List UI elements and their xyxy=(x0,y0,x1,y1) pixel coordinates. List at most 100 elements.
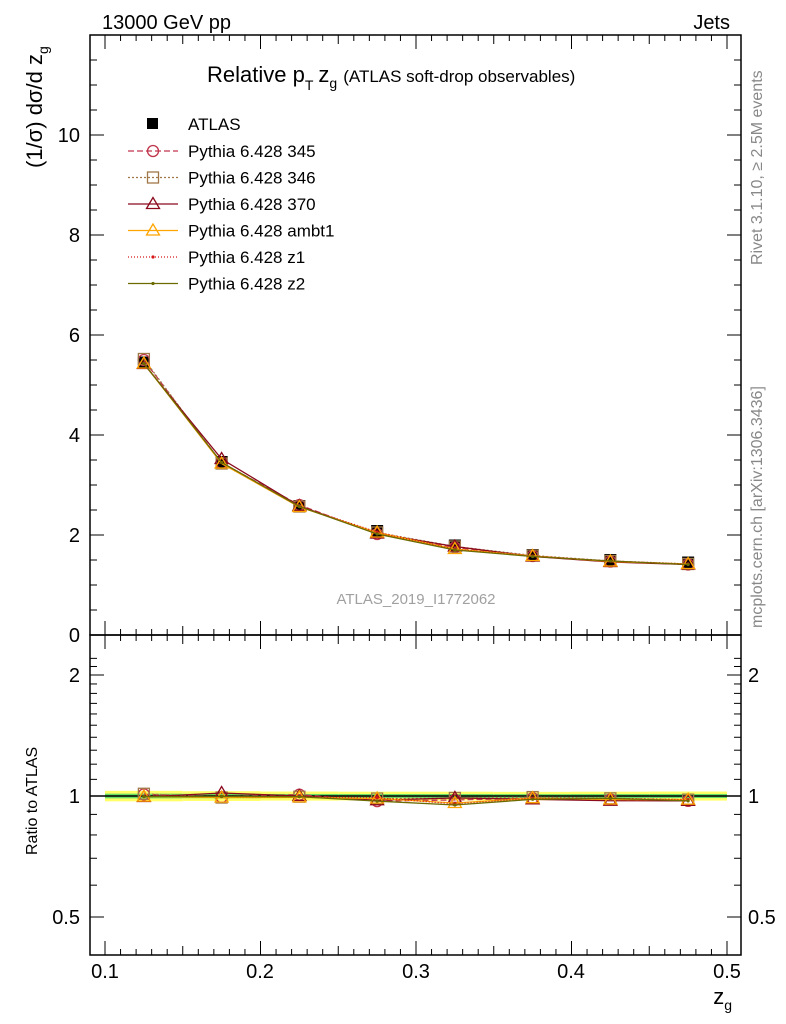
legend-marker-atlas xyxy=(147,118,158,129)
ratio-point-pythia-6-428-z2 xyxy=(686,799,690,803)
title-var-sub: g xyxy=(329,75,337,91)
ratio-point-pythia-6-428-z2 xyxy=(453,803,457,807)
y-ticks-main xyxy=(90,34,741,636)
ratio-point-pythia-6-428-ambt1 xyxy=(447,795,463,809)
ratio-point-pythia-6-428-z2 xyxy=(531,797,535,801)
legend-entry-pythia-6-428-345: Pythia 6.428 345 xyxy=(128,142,316,161)
series-point-pythia-6-428-ambt1 xyxy=(447,541,463,555)
ratio-tick-label: 1 xyxy=(748,786,759,808)
ratio-tick-label: 0.5 xyxy=(748,907,776,929)
ratio-point-pythia-6-428-370 xyxy=(291,788,308,802)
series-point-pythia-6-428-z2 xyxy=(686,562,690,567)
x-tick-label: 0.3 xyxy=(402,961,430,983)
y-ticks-ratio xyxy=(90,657,741,918)
x-tick-label: 0.5 xyxy=(713,961,741,983)
legend-label: Pythia 6.428 370 xyxy=(188,195,316,214)
y-axis-label: (1/σ) dσ/d zg xyxy=(22,46,51,168)
legend-label: Pythia 6.428 z2 xyxy=(188,275,305,294)
header-right: Jets xyxy=(693,12,730,34)
legend-marker xyxy=(146,171,160,184)
ratio-point-pythia-6-428-ambt1 xyxy=(524,790,541,804)
ratio-point-pythia-6-428-z2 xyxy=(220,794,224,799)
x-axis-label-sub: g xyxy=(724,997,732,1013)
y-tick-label: 0 xyxy=(69,625,80,647)
legend-entry-pythia-6-428-z1: Pythia 6.428 z1 xyxy=(128,248,305,267)
mcplots-label: mcplots.cern.ch [arXiv:1306.3436] xyxy=(749,386,766,628)
ratio-line-pythia-6-428-ambt1 xyxy=(143,795,689,804)
ratio-point-pythia-6-428-z2 xyxy=(142,795,146,799)
ratio-line-pythia-6-428-370 xyxy=(143,792,689,802)
legend-label: Pythia 6.428 z1 xyxy=(188,248,305,267)
y-axis-label-main: (1/σ) dσ/d z xyxy=(22,54,47,168)
x-ticks-main xyxy=(104,35,728,635)
y-tick-label: 8 xyxy=(69,225,80,247)
ratio-point-pythia-6-428-ambt1 xyxy=(136,788,152,802)
series-point-pythia-6-428-z2 xyxy=(453,548,457,552)
legend-entry-pythia-6-428-z2: Pythia 6.428 z2 xyxy=(128,275,305,294)
x-axis-label-base: z xyxy=(713,984,724,1009)
x-tick-labels: 0.1 0.2 0.3 0.4 0.5 xyxy=(91,961,741,983)
legend-entry-pythia-6-428-ambt1: Pythia 6.428 ambt1 xyxy=(128,222,334,241)
series-main xyxy=(136,352,696,571)
series-point-pythia-6-428-z2 xyxy=(220,460,224,465)
y-axis-label-sub: g xyxy=(35,46,51,54)
legend-label: Pythia 6.428 346 xyxy=(188,169,316,188)
legend-marker xyxy=(146,144,160,158)
legend-entry-atlas: ATLAS xyxy=(147,115,241,134)
y-tick-label: 2 xyxy=(69,525,80,547)
ratio-tick-label: 0.5 xyxy=(52,907,80,929)
series-point-pythia-6-428-ambt1 xyxy=(680,556,696,570)
legend-marker xyxy=(151,255,155,259)
plot-title: Relative pT zg (ATLAS soft-drop observable… xyxy=(207,62,575,93)
legend-label: ATLAS xyxy=(188,115,241,134)
series-point-pythia-6-428-z2 xyxy=(142,361,146,366)
series-point-pythia-6-428-z2 xyxy=(297,504,301,509)
legend-marker xyxy=(145,196,161,210)
series-point-pythia-6-428-ambt1 xyxy=(291,499,308,513)
series-line-pythia-6-428-z2 xyxy=(143,363,689,566)
header-left: 13000 GeV pp xyxy=(102,12,231,34)
series-point-pythia-6-428-z2 xyxy=(608,559,612,563)
ratio-line-pythia-6-428-z2 xyxy=(143,795,689,806)
ratio-point-pythia-6-428-z2 xyxy=(608,796,612,800)
legend-series: Pythia 6.428 345 Pythia 6.428 346 Pythia 6… xyxy=(128,142,334,294)
series-ratio xyxy=(136,785,696,809)
y-tick-labels-main: 0 2 4 6 8 10 xyxy=(58,125,80,647)
y-tick-label: 6 xyxy=(69,325,80,347)
x-tick-label: 0.4 xyxy=(557,961,585,983)
series-point-pythia-6-428-z2 xyxy=(375,532,379,536)
legend-label: Pythia 6.428 ambt1 xyxy=(188,222,334,241)
y-tick-label: 10 xyxy=(58,125,80,147)
series-point-pythia-6-428-ambt1 xyxy=(213,455,230,469)
legend-label: Pythia 6.428 345 xyxy=(188,142,316,161)
x-ticks-ratio xyxy=(104,635,728,955)
ratio-axis-label: Ratio to ATLAS xyxy=(24,747,41,855)
ratio-tick-labels-right: 0.5 1 2 xyxy=(748,665,776,929)
legend-entry-pythia-6-428-370: Pythia 6.428 370 xyxy=(128,195,316,214)
analysis-watermark: ATLAS_2019_I1772062 xyxy=(336,591,495,608)
ratio-tick-label: 2 xyxy=(748,665,759,687)
ratio-point-pythia-6-428-z2 xyxy=(297,795,301,799)
ratio-point-pythia-6-428-z1 xyxy=(375,796,379,800)
ratio-tick-label: 2 xyxy=(69,665,80,687)
ratio-point-pythia-6-428-z2 xyxy=(375,799,379,803)
title-main-sub: T xyxy=(305,77,314,93)
ratio-tick-labels-left: 0.5 1 2 xyxy=(52,665,80,929)
series-point-pythia-6-428-z2 xyxy=(531,554,535,559)
rivet-label: Rivet 3.1.10, ≥ 2.5M events xyxy=(749,70,766,265)
title-main: Relative p xyxy=(207,62,305,87)
legend-marker xyxy=(151,281,155,286)
legend-entry-pythia-6-428-346: Pythia 6.428 346 xyxy=(128,169,316,188)
ratio-point-pythia-6-428-ambt1 xyxy=(369,790,385,804)
ratio-tick-label: 1 xyxy=(69,786,80,808)
ratio-point-pythia-6-428-346 xyxy=(137,787,151,800)
ratio-point-pythia-6-428-ambt1 xyxy=(680,791,696,805)
title-var: z xyxy=(318,62,329,87)
x-tick-label: 0.1 xyxy=(91,961,119,983)
series-point-pythia-6-428-ambt1 xyxy=(136,355,152,369)
x-axis-label: zg xyxy=(713,984,732,1013)
x-tick-label: 0.2 xyxy=(246,961,274,983)
title-suffix: (ATLAS soft-drop observables) xyxy=(343,67,575,86)
